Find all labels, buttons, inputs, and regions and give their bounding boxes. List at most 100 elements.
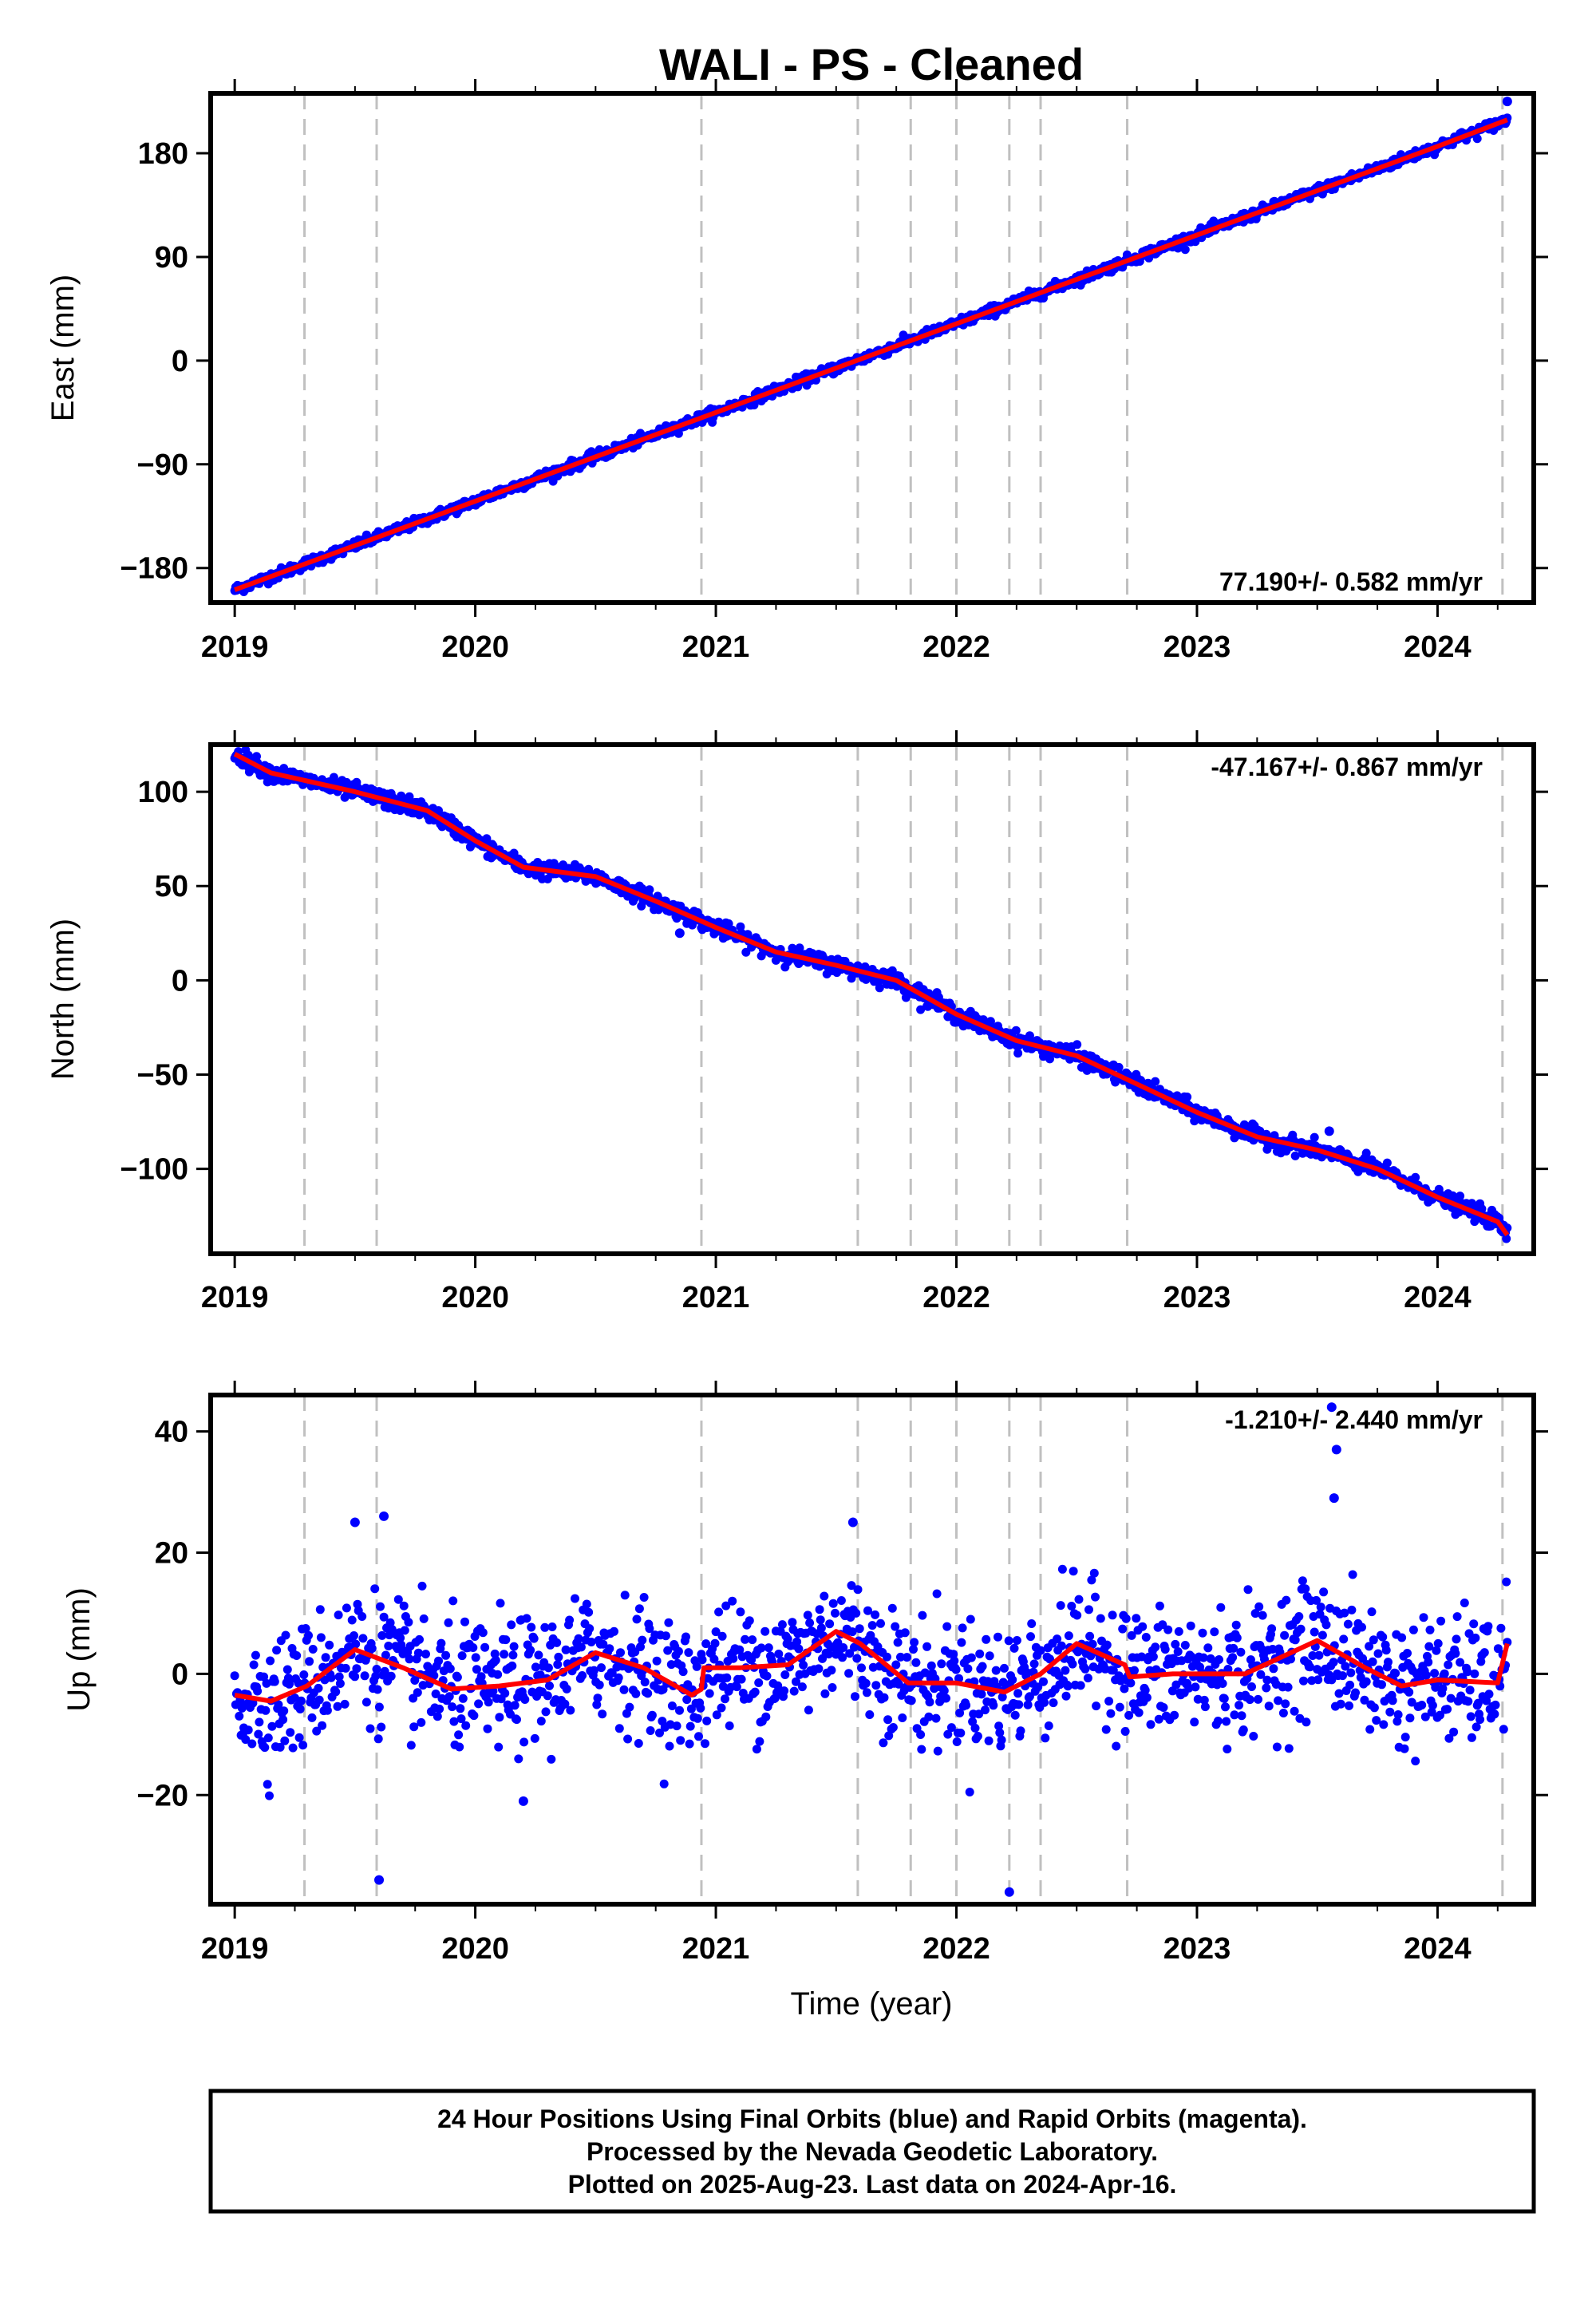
data-point xyxy=(750,1687,760,1697)
fit-line xyxy=(234,117,1508,592)
data-point xyxy=(1283,1682,1293,1692)
data-point xyxy=(1365,1642,1374,1651)
footer-frame xyxy=(208,2089,1536,2214)
data-point xyxy=(431,1690,440,1698)
data-point xyxy=(1191,1682,1200,1692)
data-point xyxy=(712,1710,721,1720)
data-point xyxy=(1151,1642,1160,1652)
data-point xyxy=(1170,1710,1179,1720)
data-point xyxy=(1013,1049,1023,1058)
data-point xyxy=(1264,1701,1274,1711)
data-point xyxy=(1329,1658,1338,1667)
data-point xyxy=(255,1717,264,1727)
data-point xyxy=(634,1739,643,1748)
data-point xyxy=(1469,1619,1479,1629)
up-panel: 2019 2020 2021 2022 2023 2024 −20 0 20 40 Up (mm) -… xyxy=(61,1381,1548,1966)
data-point xyxy=(1436,1616,1446,1626)
data-point xyxy=(340,1699,350,1709)
data-point xyxy=(1044,1721,1053,1730)
data-point xyxy=(456,1704,465,1713)
data-point xyxy=(500,1650,509,1659)
data-point xyxy=(1130,1666,1139,1675)
data-point xyxy=(1345,1680,1355,1690)
data-point xyxy=(625,1702,634,1712)
data-point xyxy=(565,1615,575,1625)
data-point xyxy=(1155,1601,1164,1611)
data-point xyxy=(1348,1570,1357,1579)
data-point xyxy=(1310,1132,1319,1142)
outlier-point xyxy=(1329,1493,1339,1504)
data-point xyxy=(958,1623,967,1633)
data-point xyxy=(1108,1611,1117,1620)
data-point xyxy=(957,1638,966,1647)
data-point xyxy=(584,1607,594,1617)
data-point xyxy=(682,1695,692,1705)
data-point xyxy=(1040,1697,1049,1707)
data-point xyxy=(1108,1666,1118,1675)
data-point xyxy=(259,1672,269,1682)
data-point xyxy=(1470,1669,1479,1678)
data-point xyxy=(871,1681,881,1690)
data-point xyxy=(1496,1623,1506,1633)
data-point xyxy=(1173,1647,1183,1656)
data-point xyxy=(1334,1689,1344,1698)
data-point xyxy=(1472,134,1482,144)
data-point xyxy=(1310,1627,1319,1637)
data-point xyxy=(419,1614,429,1623)
data-point xyxy=(661,1631,670,1641)
data-point xyxy=(803,1611,812,1620)
data-point xyxy=(1377,1680,1386,1690)
data-point xyxy=(1400,1733,1410,1742)
data-point xyxy=(360,1671,369,1681)
data-point xyxy=(1132,1614,1141,1623)
data-point xyxy=(845,1649,855,1658)
data-point xyxy=(1477,1204,1487,1214)
data-point xyxy=(1186,1621,1195,1630)
data-point xyxy=(294,1733,304,1742)
data-point xyxy=(828,1683,837,1692)
data-point xyxy=(307,1713,317,1722)
data-point xyxy=(1430,1669,1440,1678)
data-point xyxy=(540,1622,550,1632)
data-point xyxy=(312,1726,322,1736)
data-point xyxy=(1223,1665,1233,1674)
data-point xyxy=(406,1741,416,1750)
data-point xyxy=(1365,1725,1375,1734)
data-point xyxy=(1183,1093,1192,1101)
data-point xyxy=(471,1653,480,1662)
data-point xyxy=(396,1633,405,1642)
data-point xyxy=(888,1723,898,1732)
data-point xyxy=(1272,1742,1282,1752)
data-point xyxy=(907,1696,916,1705)
data-point xyxy=(1490,1709,1499,1719)
data-point xyxy=(495,1713,504,1722)
data-point xyxy=(267,1721,277,1731)
data-point xyxy=(1140,1686,1150,1695)
data-point xyxy=(643,1689,653,1698)
data-point xyxy=(1339,1634,1349,1644)
data-point xyxy=(1087,1575,1096,1585)
data-point xyxy=(1483,1622,1493,1631)
data-point xyxy=(966,1614,975,1624)
data-point xyxy=(314,1695,324,1705)
data-point xyxy=(400,1626,409,1635)
data-point xyxy=(820,1689,830,1698)
x-tick-label: 2022 xyxy=(922,1932,990,1966)
data-point xyxy=(1011,1026,1021,1035)
data-point xyxy=(1456,1658,1465,1667)
data-point xyxy=(1076,1681,1085,1690)
data-point xyxy=(1190,1717,1199,1727)
data-point xyxy=(702,1716,712,1725)
data-point xyxy=(1452,1634,1461,1644)
x-axis-label: Time (year) xyxy=(791,1986,953,2022)
data-point xyxy=(454,1730,464,1740)
data-point xyxy=(1039,1677,1048,1686)
plot-frame xyxy=(208,91,1536,605)
y-tick-label: −20 xyxy=(137,1779,188,1812)
data-point xyxy=(500,1689,510,1698)
rate-annotation: -47.167+/- 0.867 mm/yr xyxy=(1211,753,1483,781)
data-point xyxy=(982,1634,991,1644)
data-point xyxy=(405,1654,414,1664)
data-point xyxy=(725,1721,734,1730)
